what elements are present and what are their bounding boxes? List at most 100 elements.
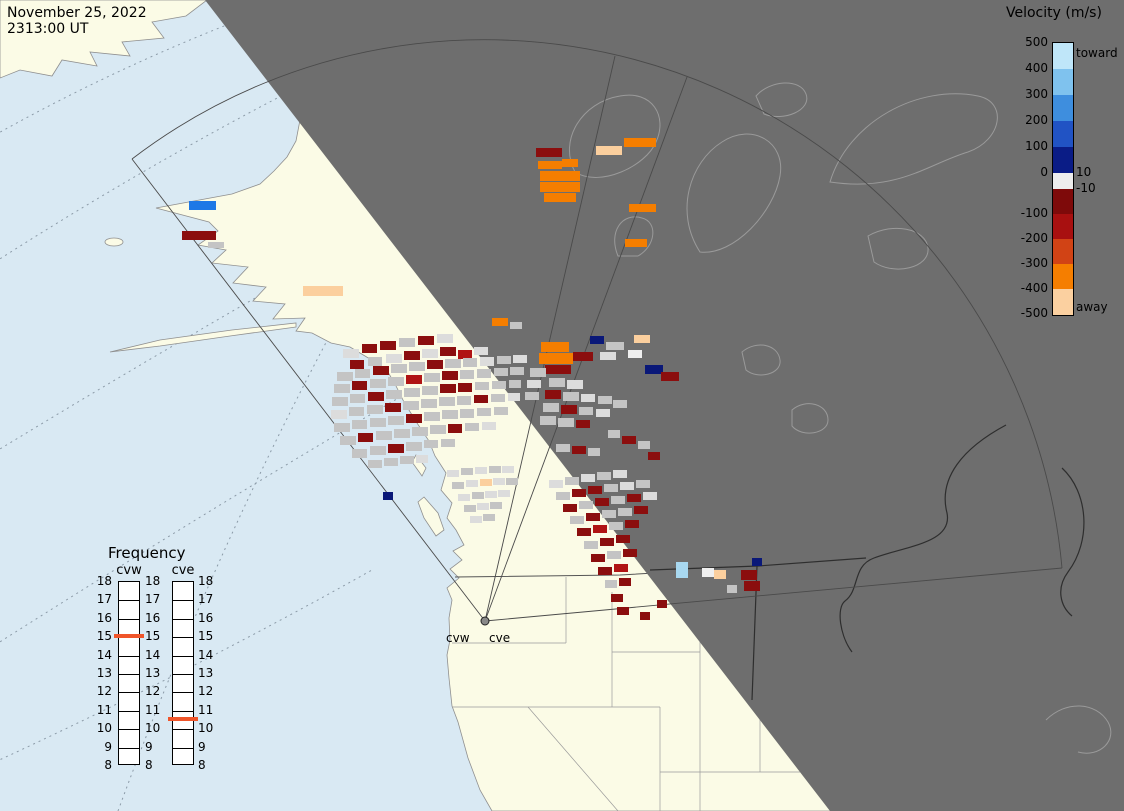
frequency-tick-label: 17 [198,592,214,607]
arctic-island-outline [829,93,998,185]
cvw-frequency-ladder [118,581,140,765]
cvw-column-header: cvw [116,563,142,578]
colorbar-tick-label: 0 [1040,165,1048,179]
frequency-tick-label: 8 [145,758,153,772]
ladder-rung [173,637,193,639]
frequency-tick-label: 17 [96,592,112,607]
colorbar-tick-label: -300 [1020,256,1048,270]
ladder-rung [119,655,139,657]
frequency-tick-label: 11 [198,702,214,717]
night-coastlines [569,82,1112,754]
colorbar-segment [1053,147,1073,173]
ladder-rung [119,729,139,731]
frequency-tick-label: 10 [96,721,112,736]
frequency-tick-label: 14 [198,647,214,662]
ladder-rung [173,674,193,675]
velocity-colorbar [1052,42,1074,316]
lake-outline [1045,705,1112,754]
colorbar-segment [1053,264,1073,289]
fov-edge-line [484,55,616,622]
colorbar-tick-label: -500 [1020,306,1048,320]
frequency-tick-label: 11 [96,702,112,717]
siberia-landmass [0,0,208,79]
site-label-cve: cve [489,631,511,645]
arctic-island-outline [867,227,929,270]
frequency-tick-label: 12 [96,684,112,699]
date-label: November 25, 2022 [7,5,147,21]
frequency-tick-label: 14 [96,647,112,662]
colorbar-segment [1053,69,1073,95]
graticule-arc [0,569,373,761]
graticule-arc [0,11,261,133]
aleutian-peninsula [109,322,297,353]
fov-edge-line [484,76,688,622]
frequency-tick-label: 16 [198,610,214,625]
inner-neg-tick: -10 [1076,181,1096,195]
hudson-bay-coastline [839,424,1007,653]
colorbar-segment [1053,95,1073,121]
frequency-tick-label: 16 [96,610,112,625]
ladder-rung [119,674,139,675]
frequency-tick-label: 10 [145,721,161,736]
time-label: 2313:00 UT [7,21,89,37]
ladder-rung [173,655,193,657]
frequency-tick-label: 12 [145,684,161,699]
frequency-tick-label: 14 [145,647,161,662]
colorbar-tick-label: 300 [1025,87,1048,101]
frequency-tick-label: 16 [145,610,161,625]
graticule-meridian [117,334,331,811]
frequency-tick-label: 17 [145,592,161,607]
ladder-rung [119,692,139,694]
ladder-rung [173,600,193,602]
colorbar-segment [1053,289,1073,315]
fov-outer-arc [131,39,1063,569]
cve-frequency-ladder [172,581,194,765]
colorbar-tick-label: 400 [1025,61,1048,75]
cvw-frequency-marker [114,634,144,639]
ladder-rung [173,729,193,731]
arctic-island-outline [755,82,808,118]
frequency-tick-label: 15 [145,629,161,644]
toward-label: toward [1076,46,1118,60]
colorbar-tick-label: 100 [1025,139,1048,153]
james-bay-coastline [1060,467,1085,617]
arctic-island-outline [686,133,782,253]
frequency-tick-label: 18 [96,574,112,588]
cve-column-header: cve [171,563,195,578]
colorbar-tick-label: 500 [1025,35,1048,49]
frequency-tick-label: 8 [198,758,206,772]
frequency-tick-label: 18 [198,574,214,588]
colorbar-tick-label: 200 [1025,113,1048,127]
colorbar-segment [1053,214,1073,239]
frequency-tick-label: 12 [198,684,214,699]
lake-outline [791,403,829,434]
ladder-rung [119,710,139,712]
ladder-rung [119,747,139,749]
colorbar-segment [1053,189,1073,214]
colorbar-tick-label: -400 [1020,281,1048,295]
colorbar-segment [1053,239,1073,264]
colorbar-segment [1053,173,1073,189]
frequency-tick-label: 15 [198,629,214,644]
state-border [527,706,619,811]
st-lawrence-island [104,237,124,247]
ladder-rung [119,600,139,602]
frequency-tick-label: 8 [104,758,112,772]
colorbar-tick-label: -100 [1020,206,1048,220]
colorbar-segment [1053,121,1073,147]
frequency-tick-label: 13 [198,666,214,680]
frequency-title: Frequency [108,544,186,562]
vancouver-island [417,496,445,537]
night-terminator-overlay [205,0,1124,811]
frequency-tick-label: 11 [145,702,161,717]
colorbar-title: Velocity (m/s) [1006,5,1102,21]
ladder-rung [173,747,193,749]
ladder-rung [173,710,193,712]
frequency-tick-label: 13 [145,666,161,680]
frequency-tick-label: 9 [198,739,206,754]
frequency-tick-label: 15 [96,629,112,644]
cve-frequency-marker [168,717,198,721]
lake-outline [741,344,781,376]
fov-edge-line [484,567,1063,622]
